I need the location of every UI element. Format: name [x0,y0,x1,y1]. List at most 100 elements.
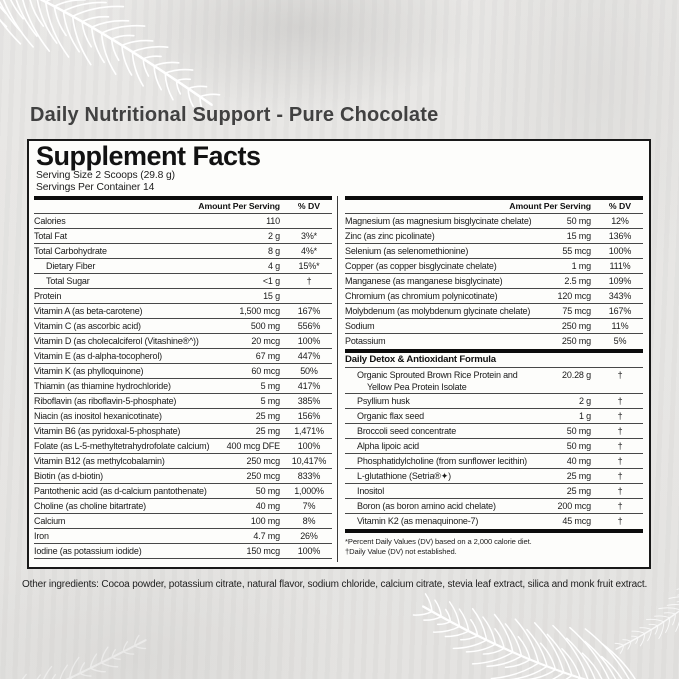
thick-divider-bar [345,349,643,353]
table-row: Molybdenum (as molybdenum glycinate chel… [345,304,643,319]
table-row: Potassium 250 mg 5% [345,334,643,349]
left-column: Amount Per Serving % DV Calories 110 Total… [29,196,337,564]
nutrient-name: Iron [34,531,49,541]
table-row: Iodine (as potassium iodide) 150 mcg 100% [34,544,332,559]
table-row: Niacin (as inositol hexanicotinate) 25 mg… [34,409,332,424]
nutrient-name: Total Sugar [46,276,90,286]
percent-dv-header: % DV [608,201,632,211]
column-header-row: Amount Per Serving % DV [34,200,332,214]
palm-frond-decoration-top-left [0,0,221,110]
dv-value: † [617,411,623,421]
table-row: Total Fat 2 g 3%* [34,229,332,244]
amount-value: 5 mg [260,381,281,391]
amount-value: 1,500 mcg [239,306,280,316]
amount-value: 4 g [267,261,280,271]
nutrient-name: Organic flax seed [357,411,424,421]
table-row: Biotin (as d-biotin) 250 mcg 833% [34,469,332,484]
nutrient-name: Molybdenum (as molybdenum glycinate chel… [345,306,531,316]
amount-value: 50 mg [255,486,280,496]
nutrient-name: Psyllium husk [357,396,410,406]
table-row: Vitamin E (as d-alpha-tocopherol) 67 mg 44… [34,349,332,364]
table-row: Vitamin K (as phylloquinone) 60 mcg 50% [34,364,332,379]
nutrient-name: Inositol [357,486,385,496]
amount-value: 250 mg [561,336,591,346]
table-row: Vitamin B12 (as methylcobalamin) 250 mcg 1… [34,454,332,469]
percent-dv-header: % DV [297,201,321,211]
table-row: Zinc (as zinc picolinate) 15 mg 136% [345,229,643,244]
dv-value: 385% [297,396,321,406]
dv-value: 156% [297,411,321,421]
amount-per-serving-header: Amount Per Serving [509,201,591,211]
nutrient-name: Selenium (as selenomethionine) [345,246,469,256]
table-row: Dietary Fiber 4 g 15%* [34,259,332,274]
table-row: Vitamin B6 (as pyridoxal-5-phosphate) 25 … [34,424,332,439]
nutrient-name: Vitamin B12 (as methylcobalamin) [34,456,165,466]
amount-value: <1 g [262,276,280,286]
detox-section-header: Daily Detox & Antioxidant Formula [345,353,643,368]
nutrient-name: Boron (as boron amino acid chelate) [357,501,496,511]
amount-value: 20.28 g [562,370,591,380]
nutrient-name-line2: Yellow Pea Protein Isolate [367,382,467,392]
dv-value: 417% [297,381,321,391]
table-row: Organic Sprouted Brown Rice Protein and Y… [345,368,643,394]
amount-value: 2 g [267,231,280,241]
dv-value: 5% [613,336,627,346]
amount-value: 40 mg [566,456,591,466]
amount-value: 45 mcg [562,516,591,526]
dv-value: 1,000% [294,486,324,496]
nutrient-name: Protein [34,291,62,301]
amount-value: 8 g [267,246,280,256]
amount-value: 1 mg [571,261,592,271]
amount-value: 67 mg [255,351,280,361]
nutrient-name: Zinc (as zinc picolinate) [345,231,435,241]
dv-value: 833% [297,471,321,481]
amount-value: 100 mg [250,516,280,526]
amount-value: 110 [266,216,280,226]
nutrient-name: Calories [34,216,66,226]
nutrient-table-right: Magnesium (as magnesium bisglycinate che… [345,214,643,349]
amount-value: 250 mcg [246,456,281,466]
dv-value: 167% [608,306,632,316]
thick-divider-bar [345,529,643,533]
amount-value: 50 mg [566,216,591,226]
amount-value: 15 mg [566,231,591,241]
dv-value: 556% [297,321,321,331]
supplement-facts-panel: Supplement Facts Serving Size 2 Scoops (… [27,139,651,569]
amount-value: 1 g [578,411,591,421]
nutrient-name: Dietary Fiber [46,261,96,271]
table-row: Total Sugar <1 g † [34,274,332,289]
amount-value: 25 mg [566,486,591,496]
nutrient-name: Vitamin B6 (as pyridoxal-5-phosphate) [34,426,181,436]
right-column: Amount Per Serving % DV Magnesium (as ma… [338,196,649,564]
column-header-row: Amount Per Serving % DV [345,200,643,214]
nutrient-name: Folate (as L-5-methyltetrahydrofolate ca… [34,441,210,451]
dv-value: 343% [608,291,632,301]
table-row: L-glutathione (Setria®✦) 25 mg † [345,469,643,484]
dv-value: 447% [297,351,321,361]
dv-value: † [617,471,623,481]
table-row: Pantothenic acid (as d-calcium pantothen… [34,484,332,499]
table-row: Phosphatidylcholine (from sunflower leci… [345,454,643,469]
table-row: Calcium 100 mg 8% [34,514,332,529]
dv-value: 100% [297,546,321,556]
nutrient-name: Potassium [345,336,386,346]
amount-value: 50 mg [566,441,591,451]
nutrient-name: Alpha lipoic acid [357,441,419,451]
dv-value: 26% [300,531,318,541]
table-row: Protein 15 g [34,289,332,304]
table-row: Manganese (as manganese bisglycinate) 2.5… [345,274,643,289]
table-row: Alpha lipoic acid 50 mg † [345,439,643,454]
table-row: Thiamin (as thiamine hydrochloride) 5 mg 4… [34,379,332,394]
table-row: Selenium (as selenomethionine) 55 mcg 100% [345,244,643,259]
table-row: Riboflavin (as riboflavin-5-phosphate) 5 … [34,394,332,409]
nutrient-name: Biotin (as d-biotin) [34,471,103,481]
amount-value: 25 mg [255,411,280,421]
footnote-dagger: †Daily Value (DV) not established. [345,546,457,556]
amount-value: 50 mg [566,426,591,436]
facts-columns: Amount Per Serving % DV Calories 110 Total… [29,196,649,564]
nutrient-name: Niacin (as inositol hexanicotinate) [34,411,162,421]
nutrient-name: Phosphatidylcholine (from sunflower leci… [357,456,527,466]
amount-value: 15 g [263,291,280,301]
nutrient-name: Riboflavin (as riboflavin-5-phosphate) [34,396,177,406]
